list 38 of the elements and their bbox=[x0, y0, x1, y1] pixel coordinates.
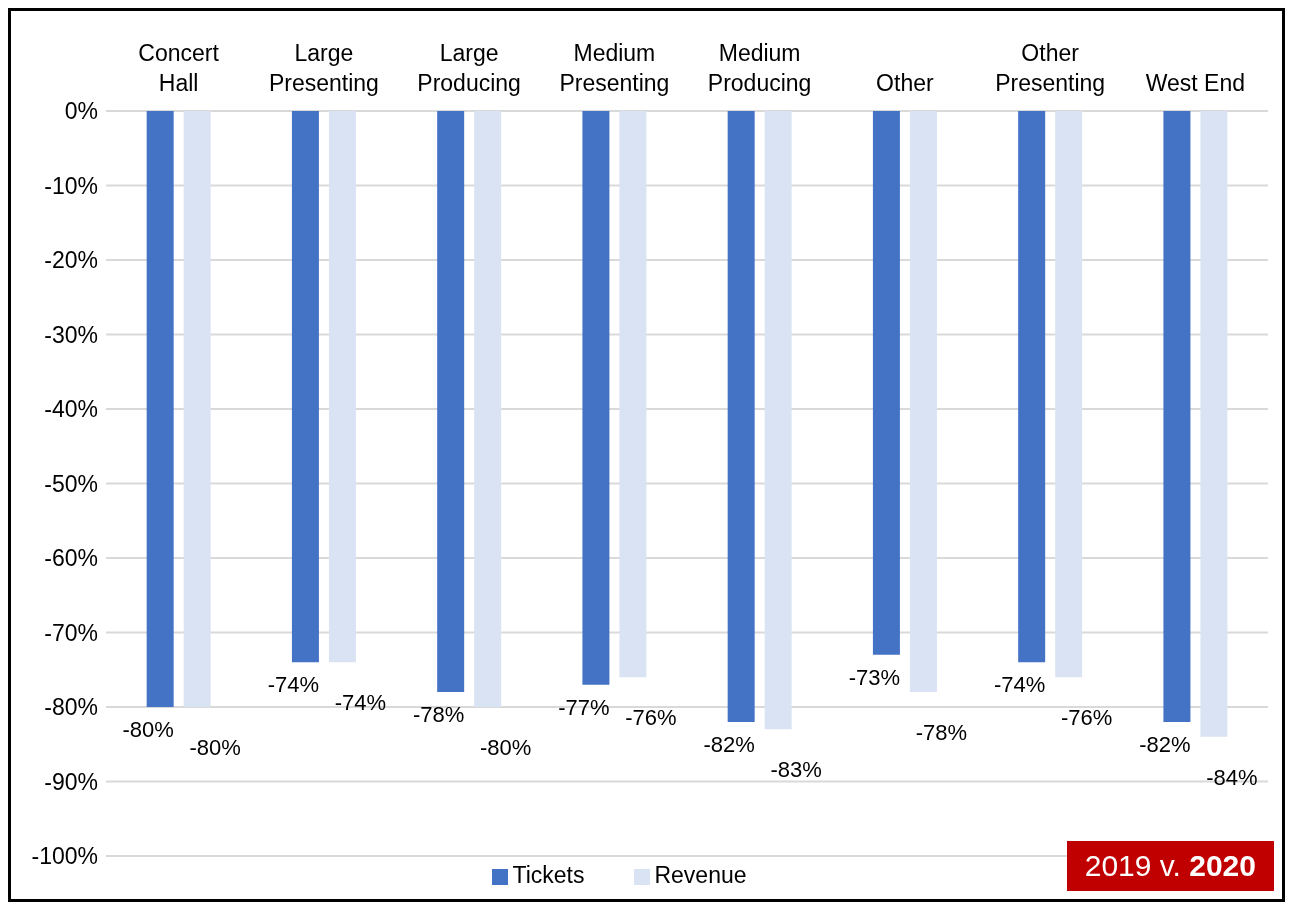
legend-label: Tickets bbox=[512, 862, 585, 888]
y-tick-label: -40% bbox=[44, 396, 98, 423]
x-tick-label: Concert Hall bbox=[138, 40, 220, 96]
x-tick-label: Large Presenting bbox=[268, 40, 379, 96]
annotation: 2019 v. 2020 bbox=[1066, 841, 1274, 891]
y-tick-label: -80% bbox=[44, 694, 98, 721]
data-label: -83% bbox=[770, 757, 822, 783]
data-label: -78% bbox=[915, 720, 968, 746]
data-label: -74% bbox=[267, 672, 320, 698]
legend-label: Revenue bbox=[654, 862, 747, 888]
data-label: -74% bbox=[993, 672, 1046, 698]
x-tick-label: Other bbox=[876, 70, 934, 96]
y-tick-label: -20% bbox=[44, 247, 98, 274]
x-tick-label: Other Presenting bbox=[995, 40, 1106, 96]
x-tick-label: Medium Producing bbox=[707, 40, 812, 96]
data-label: -80% bbox=[122, 717, 174, 742]
y-tick-label: -100% bbox=[31, 843, 98, 870]
x-tick-label: Large Producing bbox=[417, 40, 521, 96]
data-label: -77% bbox=[558, 694, 610, 720]
y-tick-label: -50% bbox=[44, 470, 98, 497]
y-tick-label: -90% bbox=[44, 768, 98, 795]
data-label: -84% bbox=[1206, 764, 1258, 790]
data-label: -80% bbox=[479, 735, 532, 760]
data-label: -76% bbox=[1060, 705, 1113, 731]
data-label: -73% bbox=[848, 664, 901, 690]
y-tick-label: -10% bbox=[44, 172, 98, 199]
y-tick-label: -60% bbox=[44, 545, 98, 572]
x-tick-label: West End bbox=[1145, 70, 1246, 96]
data-label: -82% bbox=[703, 731, 755, 757]
data-label: -80% bbox=[189, 735, 241, 760]
y-tick-label: -30% bbox=[44, 321, 98, 348]
y-tick-label: -70% bbox=[44, 619, 98, 646]
data-label: -74% bbox=[334, 690, 387, 716]
data-label: -76% bbox=[625, 705, 677, 731]
data-label: -82% bbox=[1139, 731, 1191, 757]
data-label: -78% bbox=[412, 702, 465, 728]
x-tick-label: Medium Presenting bbox=[559, 40, 670, 96]
y-tick-label: 0% bbox=[64, 98, 98, 125]
